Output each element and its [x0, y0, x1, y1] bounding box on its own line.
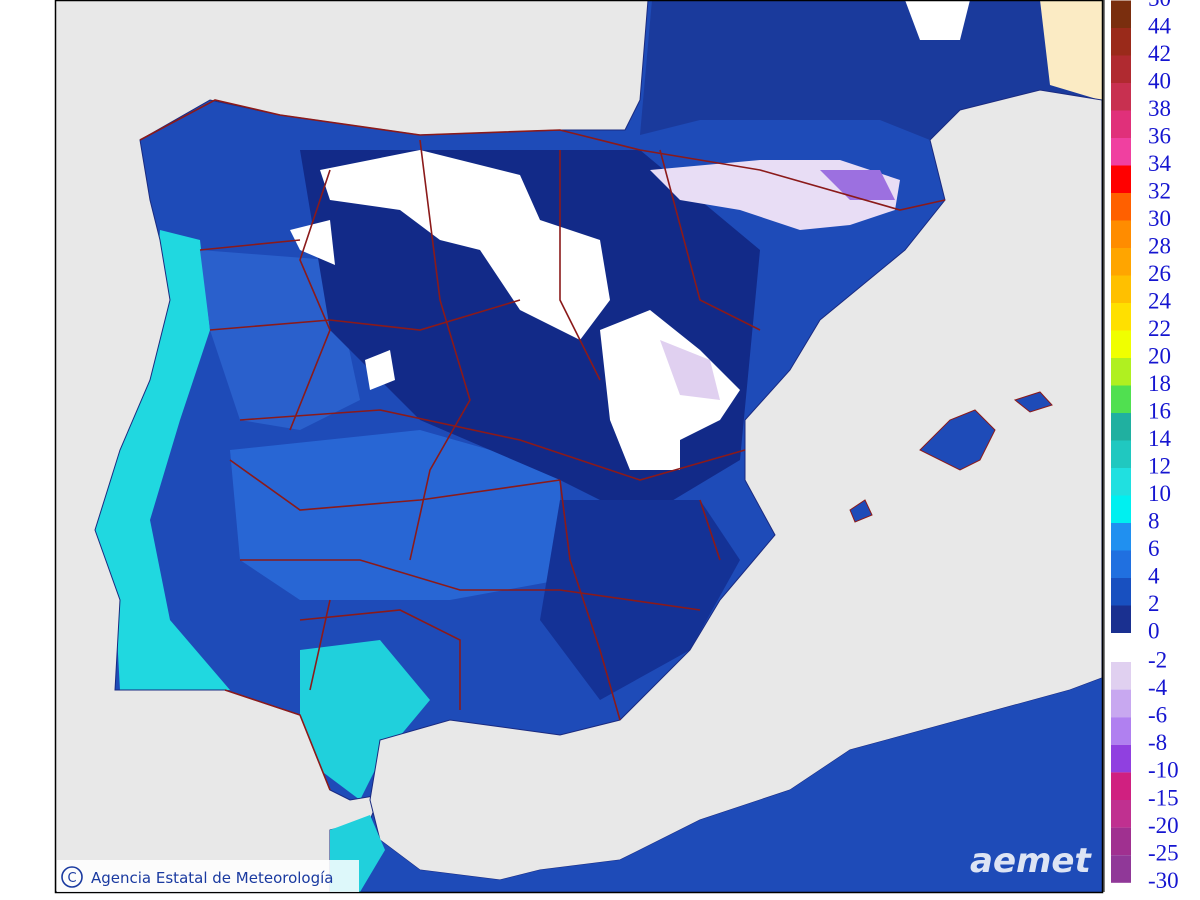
legend-swatch: [1111, 550, 1131, 578]
legend-label: -25: [1148, 840, 1179, 865]
legend-swatch: [1111, 827, 1131, 856]
coastal-warm: [95, 230, 230, 690]
legend-label: 28: [1148, 233, 1171, 258]
legend-swatch: [1111, 689, 1131, 718]
legend-swatch: [1111, 83, 1131, 111]
legend-label: 20: [1148, 343, 1171, 368]
legend-label: 24: [1148, 288, 1172, 313]
island: [849, 499, 873, 523]
copyright-box: [57, 860, 359, 892]
legend-swatch: [1111, 220, 1131, 248]
frost: [660, 340, 720, 400]
legend-swatch: [1111, 800, 1131, 828]
legend-label: 6: [1148, 536, 1160, 561]
legend-label: 12: [1148, 453, 1171, 478]
legend-swatch: [1111, 495, 1131, 523]
legend-swatch: [1111, 110, 1131, 138]
legend-label: 10: [1148, 481, 1171, 506]
legend-swatch: [1111, 303, 1131, 331]
legend-label: 32: [1148, 178, 1171, 203]
legend-label: 50: [1148, 0, 1171, 11]
snow: [290, 220, 335, 265]
legend-swatch: [1111, 772, 1131, 800]
legend-swatch: [1111, 855, 1131, 883]
region: [230, 430, 560, 600]
legend-swatch: [1111, 165, 1131, 193]
legend-label: 42: [1148, 41, 1171, 66]
mediterranean-sea: [369, 89, 1102, 881]
legend-label: 14: [1148, 426, 1172, 451]
legend-swatch: [1111, 662, 1131, 690]
legend-label: 38: [1148, 96, 1171, 121]
region: [200, 250, 360, 430]
legend-label: -6: [1148, 702, 1167, 727]
legend-label: -20: [1148, 813, 1179, 838]
legend-label: -30: [1148, 868, 1179, 893]
legend-swatch: [1111, 523, 1131, 551]
snow: [600, 310, 740, 470]
legend-swatch: [1111, 385, 1131, 413]
legend-swatch: [1111, 440, 1131, 468]
map: [56, 0, 1102, 892]
africa: [355, 678, 1102, 892]
legend-label: 36: [1148, 123, 1171, 148]
coastal-warm: [300, 640, 430, 800]
logo: aemet: [970, 841, 1092, 881]
legend-swatch: [1111, 28, 1131, 56]
snow: [320, 150, 610, 340]
legend-label: 26: [1148, 261, 1171, 286]
copyright-icon: [61, 866, 83, 888]
legend-label: 18: [1148, 371, 1171, 396]
island: [919, 409, 996, 471]
legend-label: -4: [1148, 675, 1168, 700]
legend-swatch: [1111, 413, 1131, 441]
legend-swatch: [1111, 744, 1131, 773]
legend-label: 34: [1148, 151, 1172, 176]
frost: [820, 170, 895, 200]
legend-label: -15: [1148, 785, 1179, 810]
legend-swatch: [1111, 0, 1131, 28]
legend-label: 22: [1148, 316, 1171, 341]
legend-swatch: [1111, 330, 1131, 358]
snow: [365, 350, 395, 390]
land-outside: [1040, 0, 1102, 100]
map-frame: [54, 0, 1104, 894]
island: [1013, 391, 1053, 413]
legend-label: 30: [1148, 206, 1171, 231]
legend-swatch: [1111, 605, 1131, 633]
legend-label: -2: [1148, 647, 1167, 672]
legend-label: -8: [1148, 730, 1167, 755]
border: [224, 689, 331, 791]
province-borders: [139, 99, 946, 721]
legend-label: 4: [1148, 563, 1160, 588]
legend-swatch: [1111, 55, 1131, 83]
legend-label: 16: [1148, 398, 1171, 423]
legend-label: 8: [1148, 508, 1160, 533]
legend-swatch: [1111, 275, 1131, 303]
snow: [905, 0, 970, 40]
legend-swatch: [1111, 193, 1131, 221]
legend-label: 0: [1148, 618, 1160, 643]
legend-swatch: [1111, 717, 1131, 745]
copyright-text: Agencia Estatal de Meteorología: [91, 869, 333, 887]
legend-swatch: [1111, 358, 1131, 386]
legend-label: 44: [1148, 13, 1172, 38]
legend-swatch: [1111, 138, 1131, 166]
legend-label: 40: [1148, 68, 1171, 93]
legend-swatch: [1111, 248, 1131, 276]
legend-swatch: [1111, 468, 1131, 496]
legend: 5044424038363432302826242220181614121086…: [1111, 0, 1179, 893]
legend-swatch: [1111, 578, 1131, 606]
copyright-icon: C: [67, 871, 76, 886]
legend-label: 2: [1148, 591, 1160, 616]
legend-label: -10: [1148, 758, 1179, 783]
